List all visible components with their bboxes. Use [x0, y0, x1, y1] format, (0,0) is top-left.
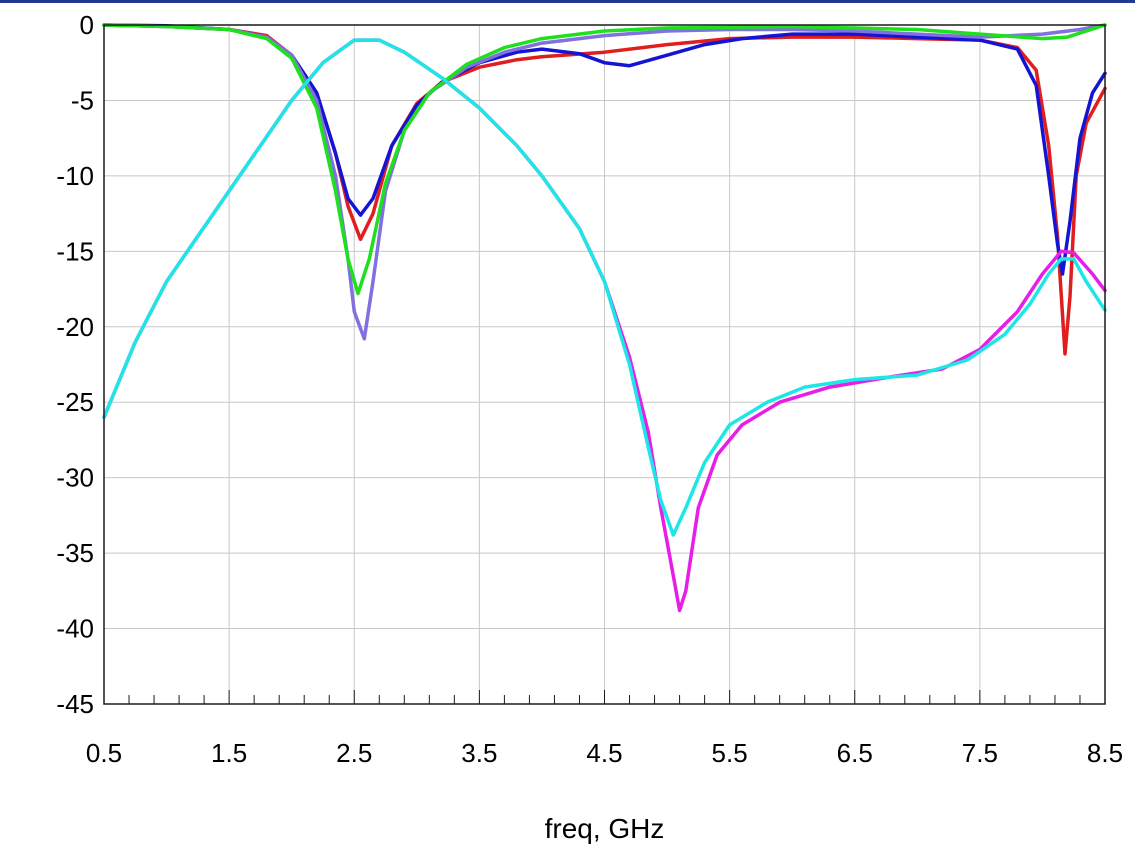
y-tick-label: -10	[56, 161, 94, 191]
series-line-6	[102, 38, 1107, 537]
series-line-4	[102, 23, 1107, 296]
x-axis-title: freq, GHz	[545, 813, 665, 844]
x-tick-label: 1.5	[211, 738, 247, 768]
y-tick-label: -35	[56, 538, 94, 568]
x-tick-label: 5.5	[712, 738, 748, 768]
x-tick-label: 8.5	[1087, 738, 1123, 768]
y-tick-label: 0	[80, 10, 94, 40]
y-tick-label: -20	[56, 312, 94, 342]
y-tick-label: -15	[56, 236, 94, 266]
x-tick-label: 2.5	[336, 738, 372, 768]
x-tick-labels: 0.5 1.5 2.5 3.5 4.5 5.5 6.5 7.5 8.5	[86, 738, 1123, 768]
x-tick-label: 6.5	[837, 738, 873, 768]
axis-ticks	[103, 690, 1106, 704]
y-tick-label: -5	[71, 85, 94, 115]
plot-frame	[103, 24, 1106, 705]
y-tick-label: -30	[56, 463, 94, 493]
y-tick-labels: 0 -5 -10 -15 -20 -25 -30 -35 -40 -45	[56, 10, 94, 719]
x-tick-label: 3.5	[461, 738, 497, 768]
series-line-2	[102, 23, 1107, 276]
top-bar	[0, 0, 1135, 3]
y-tick-label: -40	[56, 614, 94, 644]
x-tick-label: 7.5	[962, 738, 998, 768]
x-tick-label: 0.5	[86, 738, 122, 768]
y-tick-label: -25	[56, 387, 94, 417]
series-group	[102, 23, 1107, 613]
x-tick-label: 4.5	[586, 738, 622, 768]
y-tick-label: -45	[56, 689, 94, 719]
grid	[103, 24, 1106, 705]
